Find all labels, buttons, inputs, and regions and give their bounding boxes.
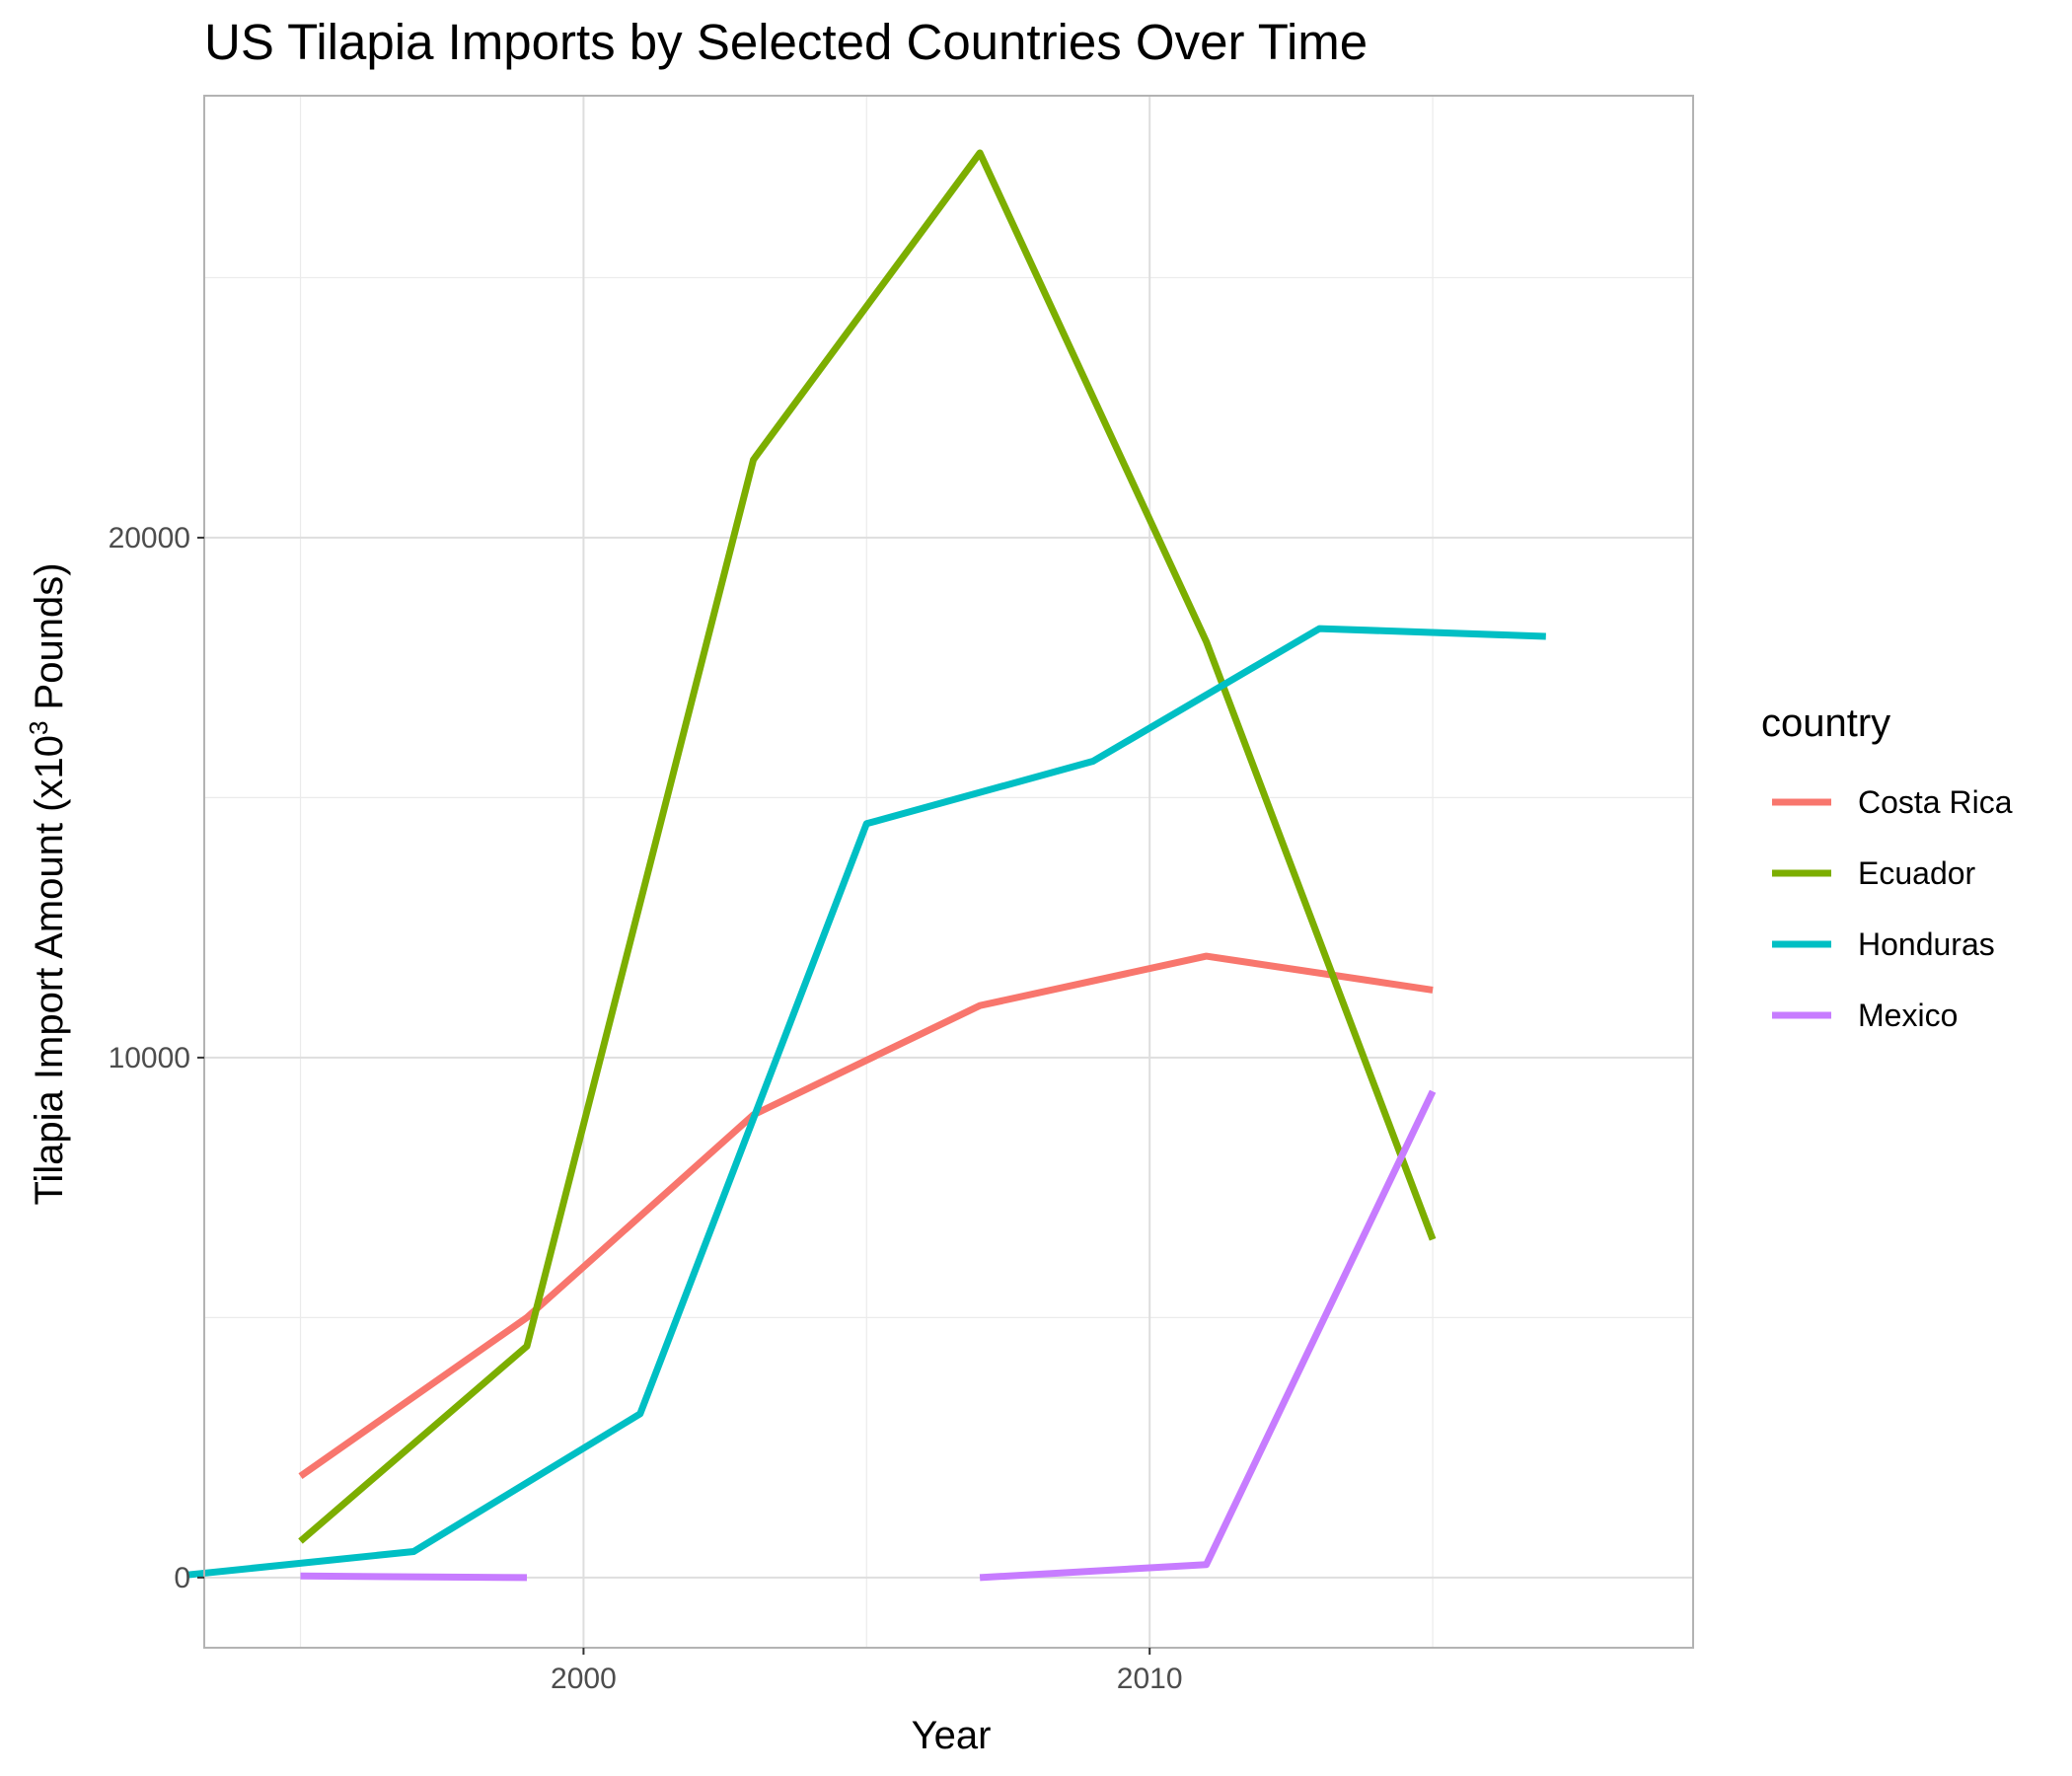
y-axis-ticks: 0 10000 20000 xyxy=(109,522,204,1594)
y-tick-label: 10000 xyxy=(109,1042,190,1074)
x-axis-ticks: 2000 2010 xyxy=(551,1648,1183,1695)
x-axis-title: Year xyxy=(912,1714,992,1757)
y-tick-label: 20000 xyxy=(109,522,190,555)
legend-label-honduras: Honduras xyxy=(1858,926,1995,962)
plot-panel xyxy=(186,95,1694,1649)
x-tick-label: 2010 xyxy=(1117,1663,1183,1695)
series-line-mexico xyxy=(979,1089,1437,1582)
grid-major xyxy=(204,96,1693,1648)
panel-border xyxy=(203,95,1694,1649)
grid-minor xyxy=(204,96,1693,1648)
series-lines xyxy=(186,149,1546,1582)
legend: country Costa Rica Ecuador Honduras Mexico xyxy=(1761,702,2013,1033)
legend-label-costa-rica: Costa Rica xyxy=(1858,784,2013,820)
series-line-honduras xyxy=(186,625,1546,1579)
x-tick-label: 2000 xyxy=(551,1663,617,1695)
y-tick-label: 0 xyxy=(174,1562,190,1594)
y-axis-title-prefix: Tilapia Import Amount (x10 xyxy=(28,735,71,1206)
legend-title: country xyxy=(1761,702,1890,745)
y-axis-title-suffix: Pounds) xyxy=(28,562,71,720)
legend-label-ecuador: Ecuador xyxy=(1858,855,1976,891)
legend-label-mexico: Mexico xyxy=(1858,998,1958,1033)
series-line-mexico xyxy=(300,1572,528,1582)
series-line-costa-rica xyxy=(298,952,1434,1479)
chart-title: US Tilapia Imports by Selected Countries… xyxy=(204,14,1368,70)
series-line-ecuador xyxy=(298,149,1437,1544)
y-axis-title: Tilapia Import Amount (x103 Pounds) xyxy=(24,562,71,1205)
y-axis-title-superscript: 3 xyxy=(24,721,53,735)
